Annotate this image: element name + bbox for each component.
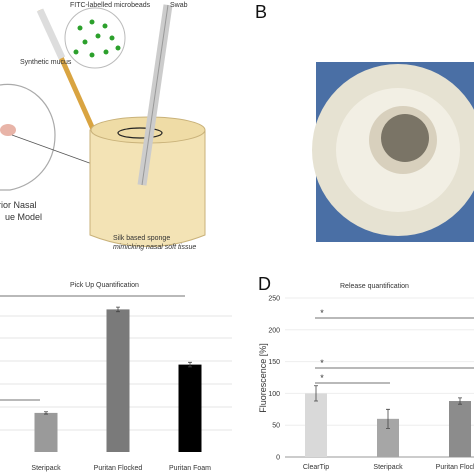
error-bar xyxy=(188,361,192,368)
swab-edge xyxy=(141,4,169,186)
y-tick-label: 150 xyxy=(268,359,280,366)
bar xyxy=(377,418,399,457)
x-tick-label: Puritan Foam xyxy=(169,465,211,472)
label: Swab xyxy=(170,2,188,9)
x-tick-label: Steripack xyxy=(31,465,61,472)
x-tick-label: Puritan Flocked xyxy=(436,464,474,471)
bead-zoom xyxy=(64,7,126,69)
significance-star: * xyxy=(320,358,324,368)
panel-letter: B xyxy=(255,2,267,22)
y-tick-label: 250 xyxy=(268,296,280,303)
y-tick-label: 100 xyxy=(268,391,280,398)
label: ue Model xyxy=(5,212,42,222)
y-axis-label: Fluorescence [%] xyxy=(258,343,268,413)
label: rior Nasal xyxy=(0,200,37,210)
label: Synthetic mucus xyxy=(20,59,72,66)
bar xyxy=(449,401,471,457)
chart-title: Release quantification xyxy=(340,283,409,290)
y-tick-label: 50 xyxy=(272,423,280,430)
beads xyxy=(73,19,121,58)
x-tick-label: ClearTip xyxy=(303,464,329,471)
error-bar xyxy=(386,408,390,429)
sponge xyxy=(89,129,206,247)
illustration: FITC-labelled microbeads Swab Synthetic … xyxy=(0,2,206,251)
error-bar xyxy=(44,411,48,415)
y-tick-label: 0 xyxy=(276,455,280,462)
y-tick-label: 200 xyxy=(268,327,280,334)
photo xyxy=(312,62,474,242)
significance-star: * xyxy=(320,373,324,383)
bar xyxy=(178,364,202,452)
error-bar xyxy=(458,397,462,405)
significance-star: * xyxy=(320,308,324,318)
bar xyxy=(106,309,130,452)
chart-title: Pick Up Quantification xyxy=(70,282,139,289)
pipette-body xyxy=(36,8,66,60)
label: Silk based sponge xyxy=(113,235,170,242)
panel-letter: D xyxy=(258,274,271,294)
bar xyxy=(305,393,327,457)
label: FITC-labelled microbeads xyxy=(70,2,151,9)
x-tick-label: Puritan Flocked xyxy=(94,465,143,472)
head-outline xyxy=(0,83,56,191)
significance xyxy=(0,295,474,401)
sponge-core xyxy=(381,114,429,162)
bar xyxy=(34,412,58,452)
nose xyxy=(0,124,16,136)
error-bar xyxy=(116,306,120,313)
swirl xyxy=(117,127,163,139)
x-tick-label: Steripack xyxy=(373,464,403,471)
label: mimicking nasal soft tissue xyxy=(113,244,196,251)
error-bar xyxy=(314,385,318,402)
pointer xyxy=(11,134,96,166)
